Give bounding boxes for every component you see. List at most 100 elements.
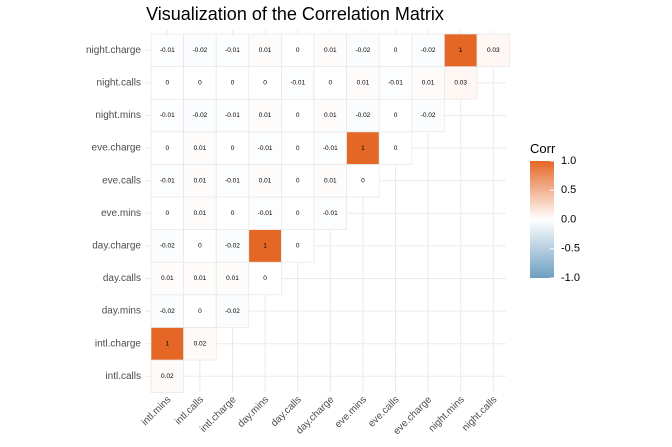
- heatmap-cell: [248, 229, 282, 263]
- cell-value-label: -0.02: [160, 243, 175, 250]
- y-tick-label: intl.calls: [105, 371, 141, 382]
- heatmap-cell: [215, 294, 250, 328]
- heatmap-cell: [183, 327, 217, 361]
- y-tick-label: intl.charge: [95, 338, 142, 349]
- cell-value-label: 0.01: [194, 275, 207, 282]
- heatmap-cell: [215, 229, 250, 263]
- cell-value-label: 0.03: [487, 47, 500, 54]
- cell-value-label: -0.02: [225, 308, 240, 315]
- cell-value-label: -0.02: [355, 47, 370, 54]
- cell-value-label: 0: [296, 112, 300, 119]
- cell-value-label: 0.02: [194, 340, 207, 347]
- heatmap-cell: [281, 98, 315, 133]
- cell-value-label: 0: [296, 145, 300, 152]
- heatmap-cell: [183, 131, 217, 165]
- cell-value-label: 0: [296, 47, 300, 54]
- heatmap-cell: [183, 33, 217, 67]
- y-axis-ticks: intl.calls intl.charge day.mins day.calls da…: [86, 45, 141, 382]
- cell-value-label: 0.01: [194, 145, 207, 152]
- y-tick-label: eve.mins: [101, 208, 141, 219]
- y-tick-label: night.mins: [95, 110, 141, 121]
- heatmap-cell: [281, 66, 315, 100]
- cell-value-label: -0.02: [225, 243, 240, 250]
- cell-value-label: -0.02: [192, 112, 207, 119]
- heatmap-cell: [215, 164, 250, 198]
- heatmap-cell: [183, 164, 217, 198]
- heatmap-cell: [215, 98, 250, 133]
- legend-title: Corr: [530, 141, 556, 156]
- cell-value-label: 0: [361, 177, 365, 184]
- heatmap-cell: [150, 164, 184, 198]
- cell-value-label: 0: [328, 80, 332, 87]
- y-tick-label: night.charge: [86, 45, 141, 56]
- cell-labels: 0.02 1 0.02 -0.02 0 -0.02 0.01 0.01 0.01 0 -0.02 0 -…: [160, 47, 500, 380]
- x-tick-label: intl.calls: [173, 394, 206, 427]
- x-tick-label: night.mins: [427, 394, 467, 434]
- cell-value-label: 0: [263, 80, 267, 87]
- cell-value-label: 0: [394, 145, 398, 152]
- cell-value-label: -0.01: [160, 177, 175, 184]
- cell-value-label: 0.01: [422, 80, 435, 87]
- heatmap-cell: [411, 33, 445, 67]
- cell-value-label: 0.03: [454, 80, 467, 87]
- heatmap-cell: [248, 196, 282, 230]
- cell-value-label: 1: [361, 145, 365, 152]
- cell-value-label: 0: [198, 243, 202, 250]
- heatmap-cell: [215, 131, 250, 165]
- heatmap-cell: [476, 33, 510, 67]
- legend-tick-label: 0.5: [561, 184, 576, 196]
- cell-value-label: 0.02: [161, 373, 174, 380]
- cell-value-label: 1: [263, 243, 267, 250]
- heatmap-cell: [215, 196, 250, 230]
- y-tick-label: day.mins: [102, 306, 141, 317]
- cell-value-label: -0.01: [258, 145, 273, 152]
- cell-value-label: 0.01: [324, 177, 337, 184]
- x-tick-label: night.calls: [460, 394, 499, 433]
- cell-value-label: 0.01: [259, 177, 272, 184]
- heatmap-cell: [281, 229, 315, 263]
- heatmap-cell: [313, 131, 347, 165]
- cell-value-label: 1: [165, 340, 169, 347]
- cell-value-label: -0.02: [355, 112, 370, 119]
- cell-value-label: -0.01: [160, 47, 175, 54]
- cell-value-label: 0: [165, 145, 169, 152]
- heatmap-cell: [150, 359, 184, 393]
- cell-value-label: 0: [231, 145, 235, 152]
- legend-tick-label: 0.0: [561, 213, 576, 225]
- cell-value-label: 0: [198, 80, 202, 87]
- cell-value-label: 0.01: [357, 80, 370, 87]
- cell-value-label: -0.01: [323, 210, 338, 217]
- cell-value-label: 0.01: [259, 112, 272, 119]
- heatmap-cell: [215, 33, 250, 67]
- heatmap-cell: [411, 98, 445, 133]
- cell-value-label: -0.01: [388, 80, 403, 87]
- cell-value-label: 0.01: [194, 177, 207, 184]
- cell-value-label: 0: [165, 80, 169, 87]
- cell-value-label: 0.01: [194, 210, 207, 217]
- cell-value-label: 0.01: [226, 275, 239, 282]
- heatmap-cell: [444, 33, 478, 67]
- heatmap-cell: [411, 66, 445, 100]
- cell-value-label: -0.01: [225, 47, 240, 54]
- heatmap-cell: [150, 196, 184, 230]
- cell-value-label: -0.02: [421, 112, 436, 119]
- y-tick-label: eve.charge: [92, 143, 142, 154]
- cell-value-label: -0.01: [160, 112, 175, 119]
- legend-tick-label: -1.0: [561, 272, 580, 284]
- cell-value-label: 0: [296, 243, 300, 250]
- legend-ticks: 1.0 0.5 0.0 -0.5 -1.0: [550, 155, 580, 284]
- cell-value-label: 0.01: [324, 112, 337, 119]
- cell-value-label: 0: [165, 210, 169, 217]
- cell-value-label: -0.02: [421, 47, 436, 54]
- cell-value-label: 0: [394, 112, 398, 119]
- heatmap-cell: [346, 164, 380, 198]
- cell-value-label: 1: [459, 47, 463, 54]
- y-tick-label: day.calls: [103, 273, 141, 284]
- heatmap-cell: [378, 33, 413, 67]
- cell-value-label: -0.01: [258, 210, 273, 217]
- heatmap-cell: [248, 98, 282, 133]
- heatmap-cell: [313, 98, 347, 133]
- cell-value-label: 0: [296, 210, 300, 217]
- x-tick-label: eve.mins: [333, 394, 369, 430]
